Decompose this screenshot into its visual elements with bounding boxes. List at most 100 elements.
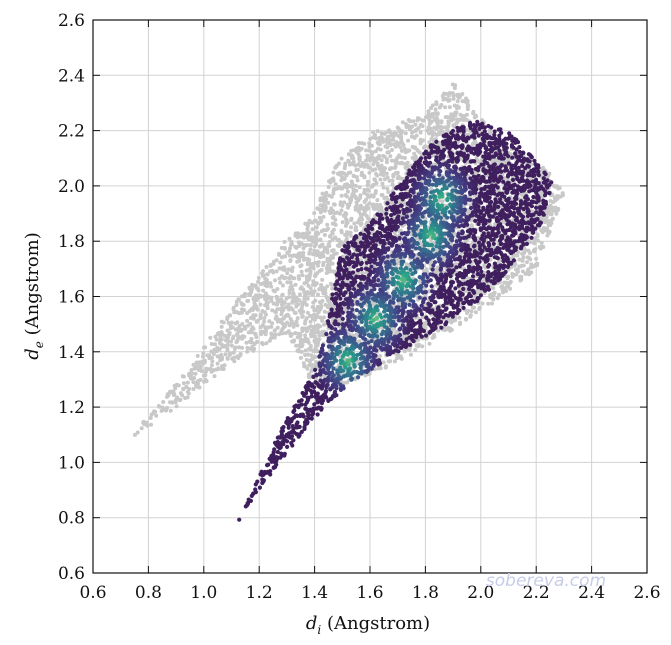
background-point [297,298,302,303]
background-point [367,148,372,153]
background-point [268,263,273,267]
background-point [403,131,408,136]
background-point [387,178,392,183]
background-point [304,268,309,273]
background-point [343,161,348,166]
background-point [277,251,281,256]
background-point [303,333,308,338]
background-point [315,326,320,331]
background-point [453,83,458,88]
background-point [531,249,536,254]
background-point [264,341,269,346]
background-point [299,269,304,274]
background-point [378,147,383,152]
background-point [312,244,317,249]
background-point [421,118,426,123]
background-point [352,221,357,226]
background-point [264,265,269,269]
background-point [287,236,292,241]
background-point [553,184,558,189]
background-point [308,347,313,351]
background-point [191,362,196,367]
background-point [333,217,338,222]
background-point [302,293,307,298]
background-point [408,119,413,124]
background-point [294,302,299,307]
background-point [325,305,330,310]
background-point [290,284,294,289]
background-point [319,268,324,272]
background-point [499,284,504,289]
background-point [477,305,482,310]
background-point [282,239,287,244]
background-point [279,306,284,311]
background-point [358,212,363,217]
background-point [253,331,257,336]
background-point [282,254,287,259]
background-point [458,112,463,117]
background-point [240,302,245,307]
background-point [378,177,383,182]
background-point [180,374,185,379]
background-point [376,366,381,371]
background-point [292,276,297,281]
background-point [470,142,475,147]
background-point [406,138,411,143]
background-point [320,277,325,282]
background-point [464,317,468,322]
background-point [375,198,380,203]
background-point [219,319,224,324]
background-point [218,334,223,339]
background-point [278,280,283,285]
background-point [340,220,345,225]
background-point [293,244,298,249]
background-point [229,343,234,348]
background-point [314,313,319,318]
background-point [178,397,183,402]
foreground-point [434,139,439,144]
background-point [203,345,208,350]
background-point [379,131,384,136]
background-point [240,345,244,350]
background-point [549,218,554,223]
background-point [410,130,415,135]
background-point [237,324,242,328]
background-point [370,168,375,173]
background-point [515,267,520,272]
background-point [222,333,227,338]
background-point [455,92,460,97]
background-point [197,366,201,371]
background-point [356,198,361,203]
foreground-point [448,202,453,207]
background-point [312,248,317,253]
background-point [287,249,292,254]
background-point [460,92,465,96]
background-point [273,278,277,283]
background-point [321,286,326,290]
background-point [258,302,263,307]
background-point [439,119,444,124]
background-point [253,313,258,318]
background-point [157,404,162,409]
background-point [301,235,306,240]
background-point [327,257,332,261]
background-point [330,248,334,253]
background-point [204,366,209,371]
background-point [301,309,306,314]
background-point [323,247,327,252]
background-point [405,160,410,165]
background-point [538,246,543,251]
background-point [535,263,540,268]
background-point [469,223,474,228]
background-point [556,194,561,199]
background-point [410,124,415,129]
background-point [523,271,528,276]
foreground-point [352,287,357,292]
background-point [328,281,333,286]
background-point [218,358,223,363]
background-point [235,320,240,325]
background-point [357,185,362,190]
background-point [367,143,372,148]
background-point [192,366,197,371]
background-point [233,345,238,350]
